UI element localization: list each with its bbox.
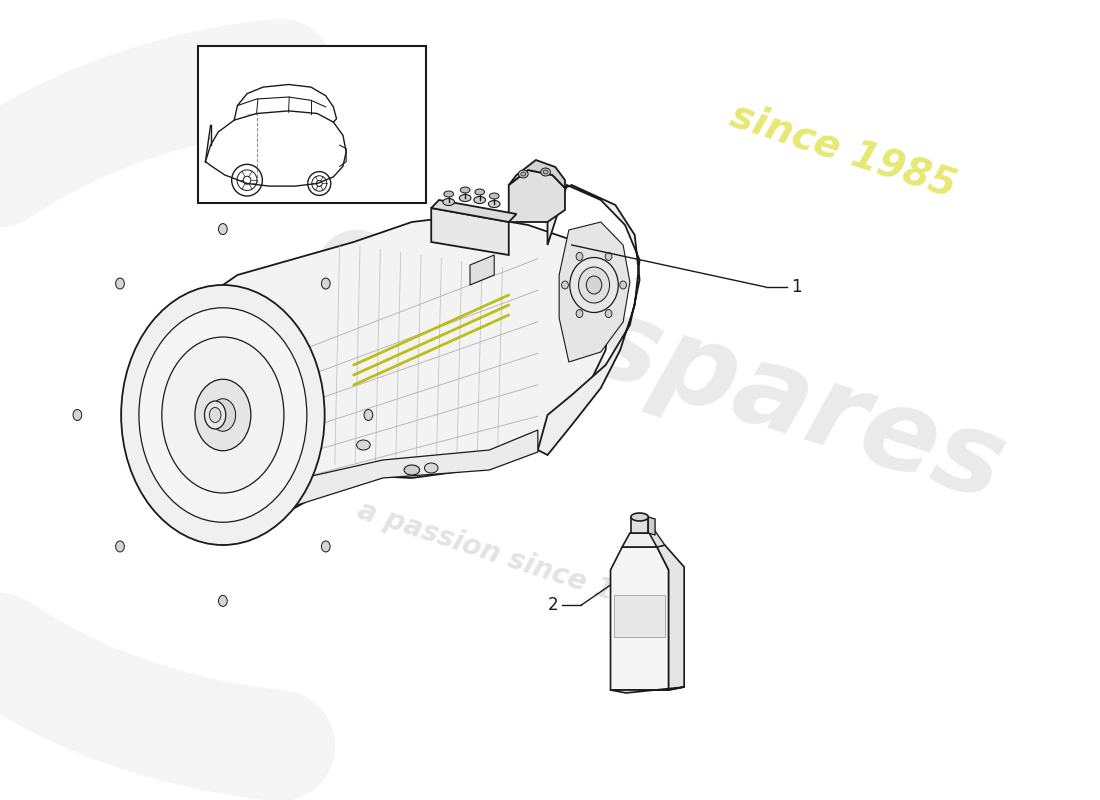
Ellipse shape [460,194,471,202]
Ellipse shape [443,198,454,206]
Ellipse shape [605,310,612,318]
Polygon shape [610,687,684,693]
Ellipse shape [116,541,124,552]
Ellipse shape [443,191,453,197]
Polygon shape [294,430,538,506]
Polygon shape [509,160,565,188]
Ellipse shape [364,410,373,421]
Polygon shape [559,222,630,362]
Ellipse shape [605,253,612,261]
Bar [198,46,427,203]
Ellipse shape [219,595,228,606]
Ellipse shape [460,187,470,193]
Ellipse shape [425,463,438,473]
Ellipse shape [475,189,484,195]
Polygon shape [538,185,639,455]
Polygon shape [431,200,517,222]
Ellipse shape [586,276,602,294]
Ellipse shape [116,278,124,289]
Ellipse shape [404,465,419,475]
Ellipse shape [518,170,528,178]
Text: a passion since 1985: a passion since 1985 [354,496,673,624]
Ellipse shape [139,308,307,522]
Ellipse shape [490,193,499,199]
Ellipse shape [619,281,627,289]
Polygon shape [470,255,494,285]
Polygon shape [431,208,509,255]
Polygon shape [657,545,684,690]
Ellipse shape [562,281,569,289]
Polygon shape [649,531,664,547]
Ellipse shape [579,267,609,303]
Ellipse shape [570,258,618,313]
Polygon shape [223,215,610,545]
Ellipse shape [209,407,221,422]
Ellipse shape [321,278,330,289]
Text: 1: 1 [791,278,802,296]
Ellipse shape [219,223,228,234]
Text: since 1985: since 1985 [726,96,960,204]
Ellipse shape [195,379,251,450]
Polygon shape [648,517,656,535]
Ellipse shape [576,310,583,318]
Ellipse shape [121,285,324,545]
Polygon shape [623,533,657,547]
Ellipse shape [576,253,583,261]
Ellipse shape [521,172,526,176]
Text: 2: 2 [548,596,558,614]
Ellipse shape [631,513,648,521]
Polygon shape [509,170,565,222]
Ellipse shape [356,440,371,450]
Ellipse shape [474,197,485,203]
Ellipse shape [543,170,548,174]
Ellipse shape [162,337,284,493]
Ellipse shape [205,401,225,429]
Ellipse shape [321,541,330,552]
FancyBboxPatch shape [615,595,664,637]
Ellipse shape [541,168,550,176]
Polygon shape [610,547,669,690]
Ellipse shape [488,201,501,207]
Polygon shape [631,517,648,533]
Text: eurospares: eurospares [299,196,1019,524]
Ellipse shape [210,398,235,431]
Ellipse shape [73,410,81,421]
